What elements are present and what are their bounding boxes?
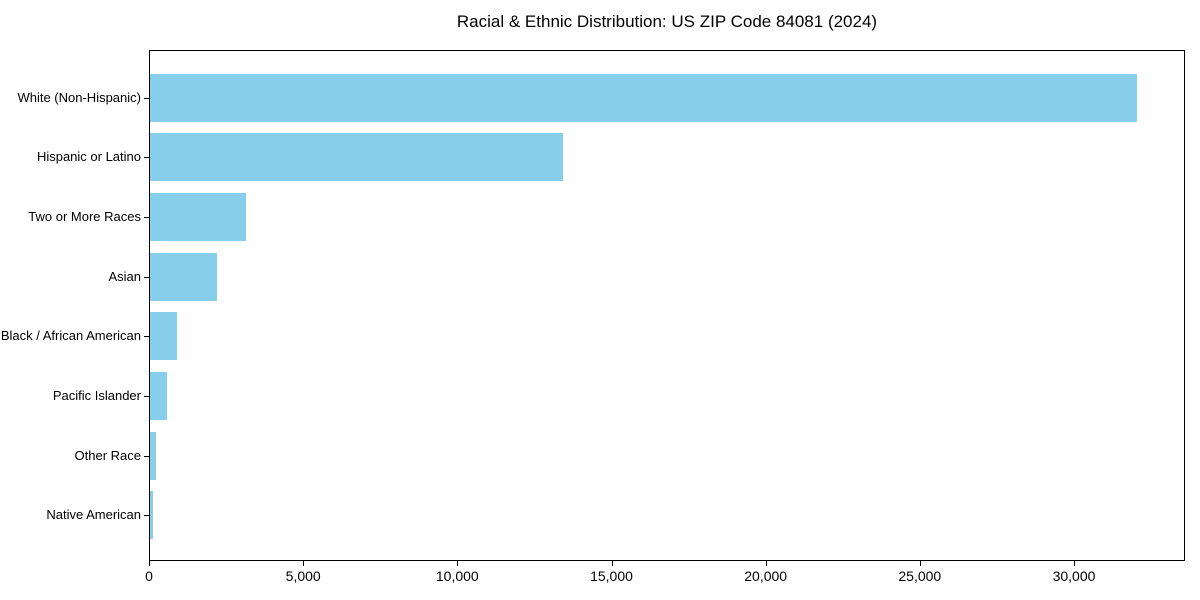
x-tick — [149, 561, 150, 566]
plot-area — [149, 50, 1185, 561]
y-tick-label-black-african-american: Black / African American — [0, 328, 141, 344]
y-tick-label-native-american: Native American — [46, 507, 141, 523]
y-tick — [144, 515, 149, 517]
x-tick — [765, 561, 767, 566]
x-tick — [457, 561, 459, 566]
y-tick-label-two-or-more-races: Two or More Races — [28, 209, 141, 225]
bar-hispanic-or-latino — [150, 133, 564, 182]
y-tick-label-hispanic-or-latino: Hispanic or Latino — [36, 149, 141, 165]
x-tick-label: 5,000 — [285, 568, 321, 584]
x-tick-label: 10,000 — [435, 568, 479, 584]
y-tick — [144, 455, 149, 457]
y-tick — [144, 217, 149, 219]
y-tick — [144, 157, 149, 159]
y-tick-label-white-non-hispanic: White (Non-Hispanic) — [17, 89, 141, 105]
bar-two-or-more-races — [150, 193, 246, 242]
x-tick-label: 30,000 — [1052, 568, 1096, 584]
chart-title: Racial & Ethnic Distribution: US ZIP Cod… — [456, 12, 878, 31]
y-tick — [144, 336, 149, 338]
x-tick-label: 20,000 — [744, 568, 788, 584]
x-tick — [303, 561, 305, 566]
x-tick-label: 25,000 — [898, 568, 942, 584]
bar-pacific-islander — [150, 371, 167, 420]
x-tick — [611, 561, 613, 566]
y-tick-label-other-race: Other Race — [74, 447, 141, 463]
bar-asian — [150, 252, 218, 301]
x-tick-label: 0 — [145, 568, 153, 584]
bar-black-african-american — [150, 312, 178, 361]
bar-native-american — [150, 491, 153, 540]
x-tick — [1074, 561, 1075, 566]
y-tick — [144, 97, 149, 99]
y-tick-label-pacific-islander: Pacific Islander — [52, 387, 141, 403]
y-tick — [144, 395, 149, 397]
y-tick-label-asian: Asian — [108, 268, 141, 284]
bar-white-non-hispanic — [150, 73, 1137, 122]
x-tick — [919, 561, 921, 566]
y-tick — [144, 276, 149, 278]
x-tick-label: 15,000 — [590, 568, 633, 584]
bar-other-race — [150, 431, 157, 480]
